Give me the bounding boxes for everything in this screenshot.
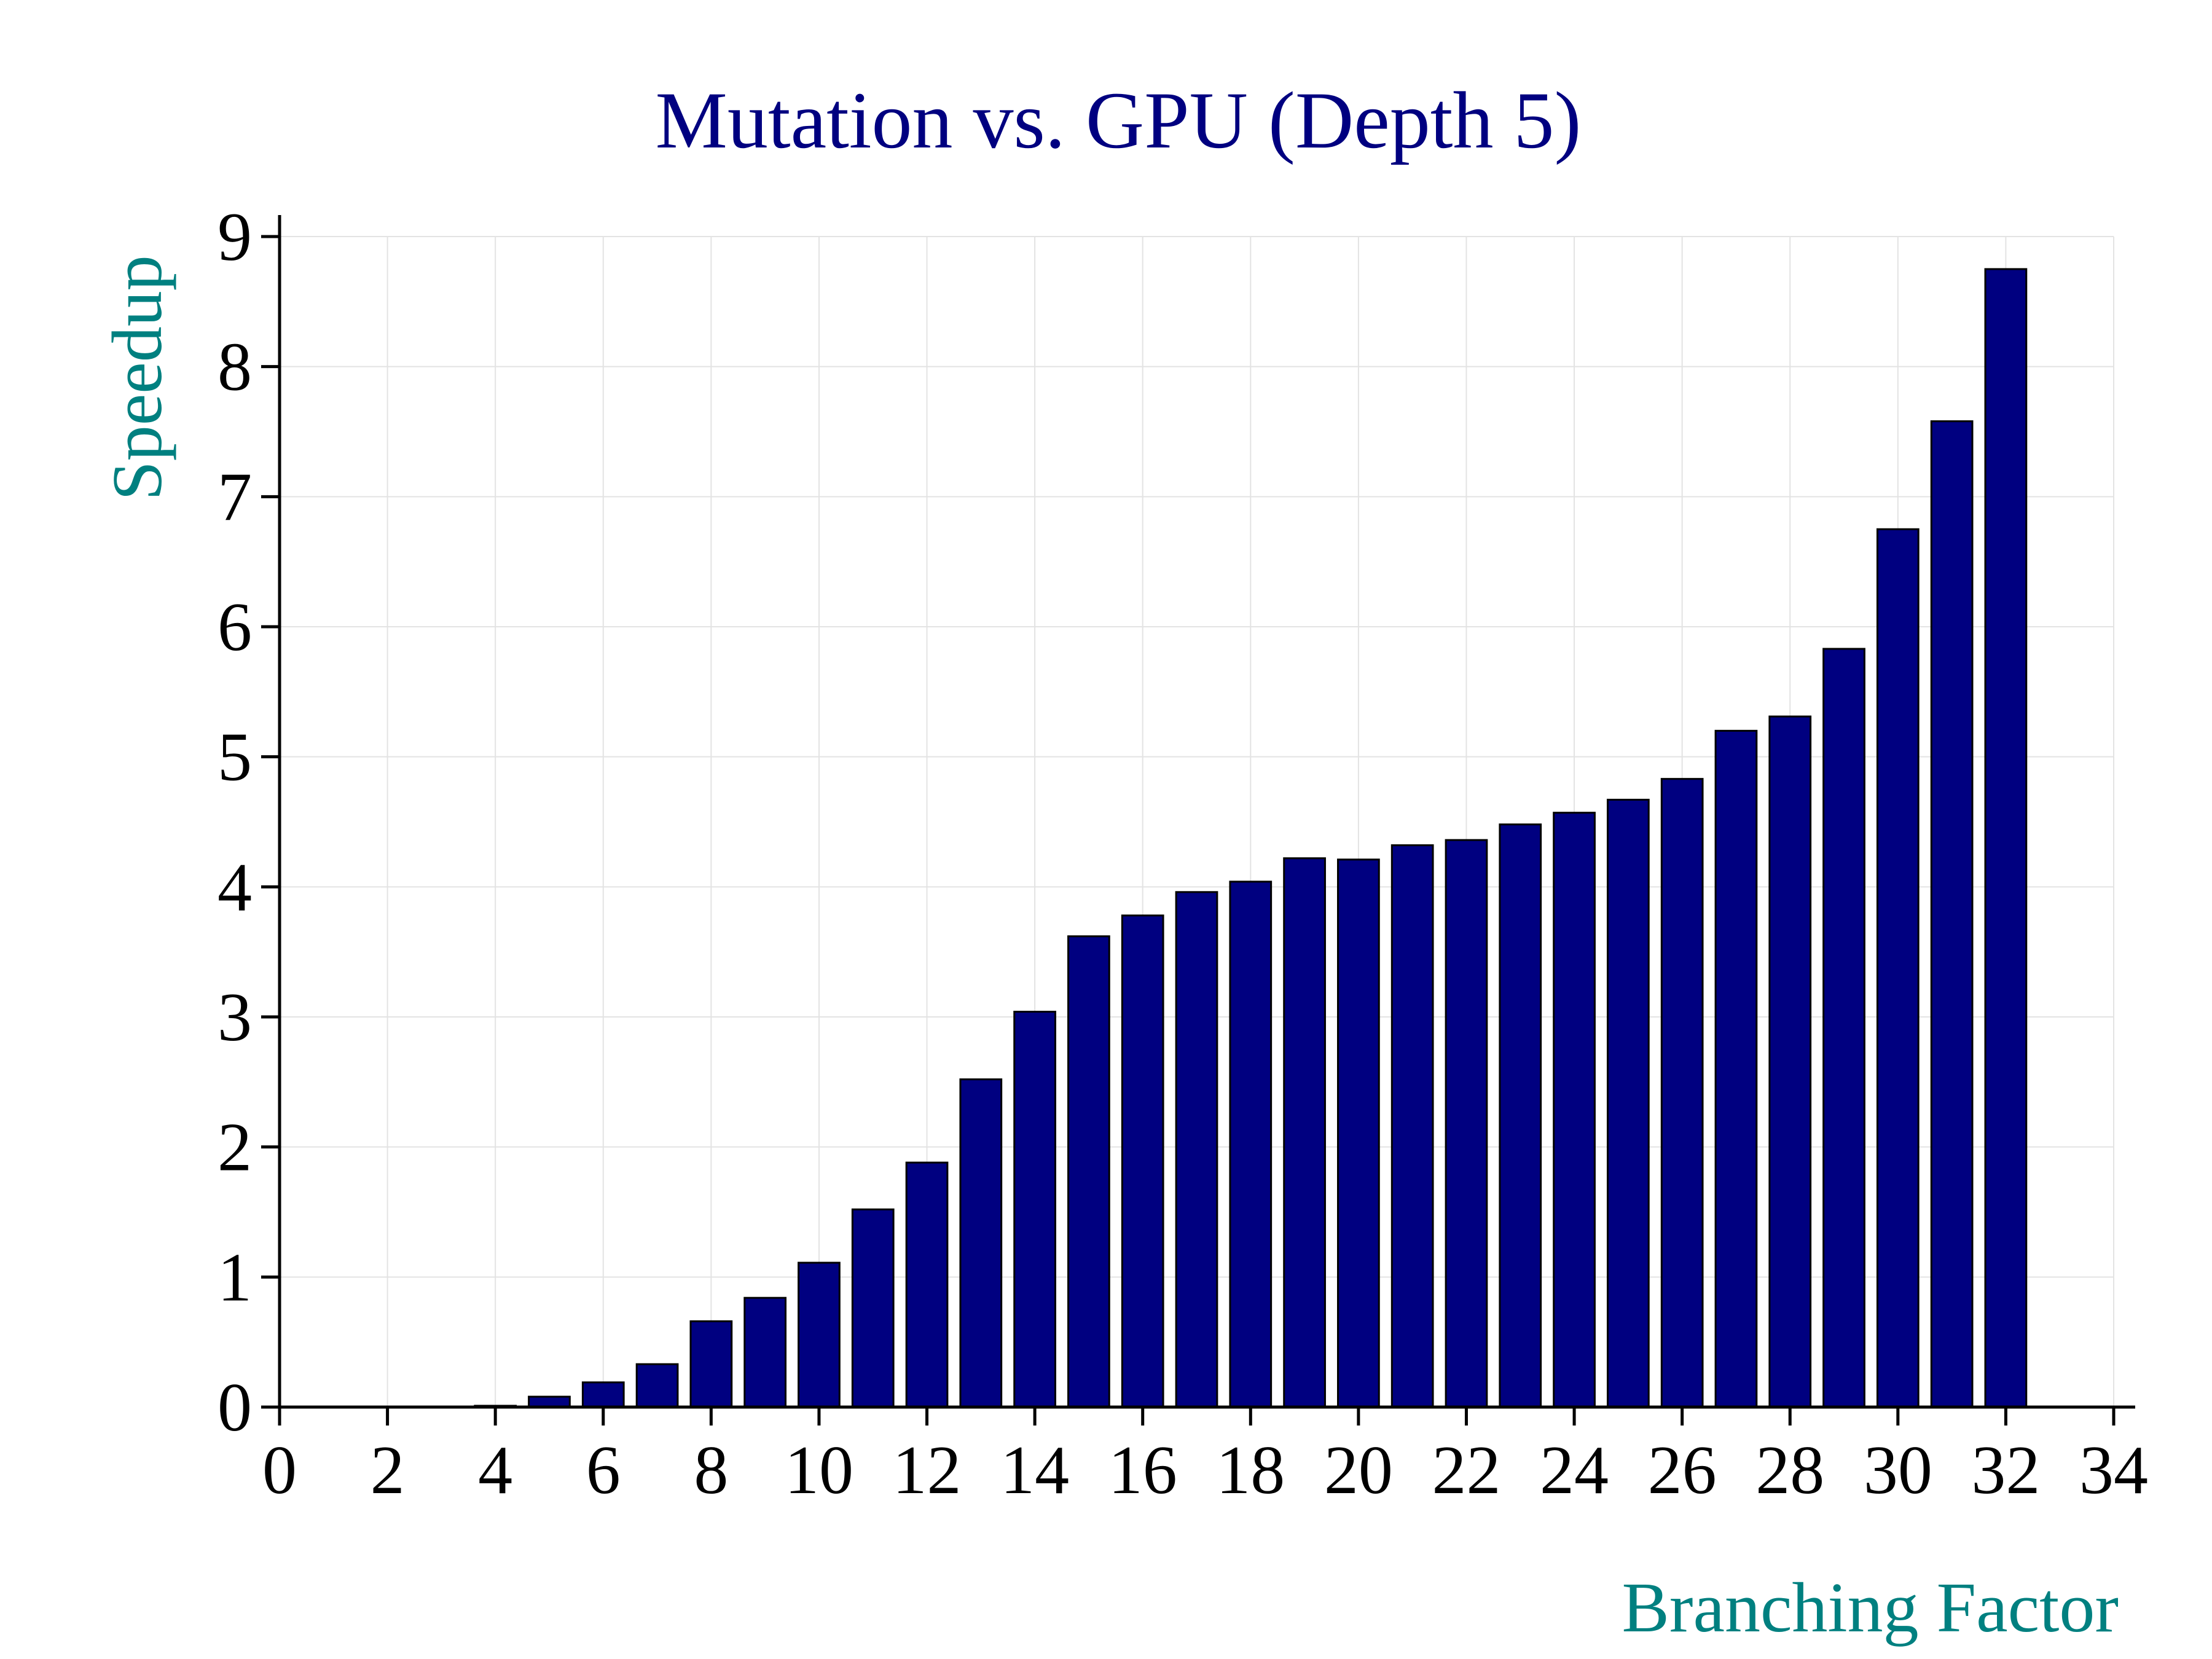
y-tick-label: 9 xyxy=(218,199,252,275)
x-tick-label: 28 xyxy=(1755,1432,1824,1508)
y-tick-label: 6 xyxy=(218,589,252,665)
bar xyxy=(743,1296,787,1408)
y-tick-label: 0 xyxy=(218,1370,252,1446)
y-axis-label: Speedup xyxy=(98,255,177,501)
tick-labels: 0 2 4 6 8 10 12 14 16 18 20 22 24 26 28 30 32 34012345678… xyxy=(218,199,2148,1508)
x-tick-label: 6 xyxy=(586,1432,621,1508)
x-tick-label: 12 xyxy=(893,1432,962,1508)
bar xyxy=(798,1261,841,1408)
x-tick-label: 14 xyxy=(1000,1432,1069,1508)
bar xyxy=(1337,858,1380,1408)
y-tick-label: 5 xyxy=(218,720,252,796)
x-tick-label: 22 xyxy=(1432,1432,1500,1508)
y-tick-label: 2 xyxy=(218,1110,252,1186)
bar xyxy=(1229,880,1273,1408)
x-tick-label: 34 xyxy=(2079,1432,2148,1508)
chart-title: Mutation vs. GPU (Depth 5) xyxy=(656,75,1582,165)
bar xyxy=(905,1161,949,1408)
bar xyxy=(959,1078,1003,1408)
bar xyxy=(851,1208,895,1408)
bar xyxy=(1121,914,1164,1408)
x-tick-label: 2 xyxy=(371,1432,405,1508)
x-tick-label: 26 xyxy=(1648,1432,1717,1508)
y-tick-label: 1 xyxy=(218,1239,252,1316)
bar xyxy=(1445,839,1488,1408)
bar xyxy=(1606,799,1650,1408)
bar xyxy=(635,1363,679,1408)
axes xyxy=(261,215,2135,1426)
y-tick-label: 4 xyxy=(218,849,252,925)
bar xyxy=(689,1320,733,1408)
bar xyxy=(1930,420,1974,1408)
x-tick-label: 10 xyxy=(785,1432,853,1508)
bars xyxy=(474,268,2028,1408)
x-tick-label: 20 xyxy=(1324,1432,1393,1508)
y-tick-label: 7 xyxy=(218,459,252,535)
x-tick-label: 0 xyxy=(262,1432,297,1508)
bar xyxy=(1013,1011,1056,1408)
x-tick-label: 4 xyxy=(478,1432,512,1508)
x-tick-label: 8 xyxy=(694,1432,728,1508)
bar xyxy=(1822,648,1865,1408)
bar xyxy=(1283,857,1326,1408)
bar xyxy=(1984,268,2028,1408)
bar xyxy=(1390,844,1434,1408)
bar xyxy=(1660,778,1704,1408)
y-tick-label: 8 xyxy=(218,329,252,406)
x-tick-label: 32 xyxy=(1971,1432,2040,1508)
x-tick-label: 30 xyxy=(1864,1432,1932,1508)
bar xyxy=(1876,528,1920,1408)
y-tick-label: 3 xyxy=(218,979,252,1056)
bar xyxy=(1067,935,1110,1408)
bar xyxy=(528,1395,571,1408)
x-tick-label: 18 xyxy=(1216,1432,1285,1508)
x-axis-label: Branching Factor xyxy=(1622,1569,2119,1647)
bar xyxy=(1714,729,1758,1408)
bar xyxy=(1768,715,1812,1408)
x-tick-label: 24 xyxy=(1540,1432,1609,1508)
x-tick-label: 16 xyxy=(1108,1432,1177,1508)
bar xyxy=(581,1381,625,1408)
bar xyxy=(1499,823,1542,1408)
bar xyxy=(1553,812,1596,1408)
bar xyxy=(1175,891,1218,1408)
